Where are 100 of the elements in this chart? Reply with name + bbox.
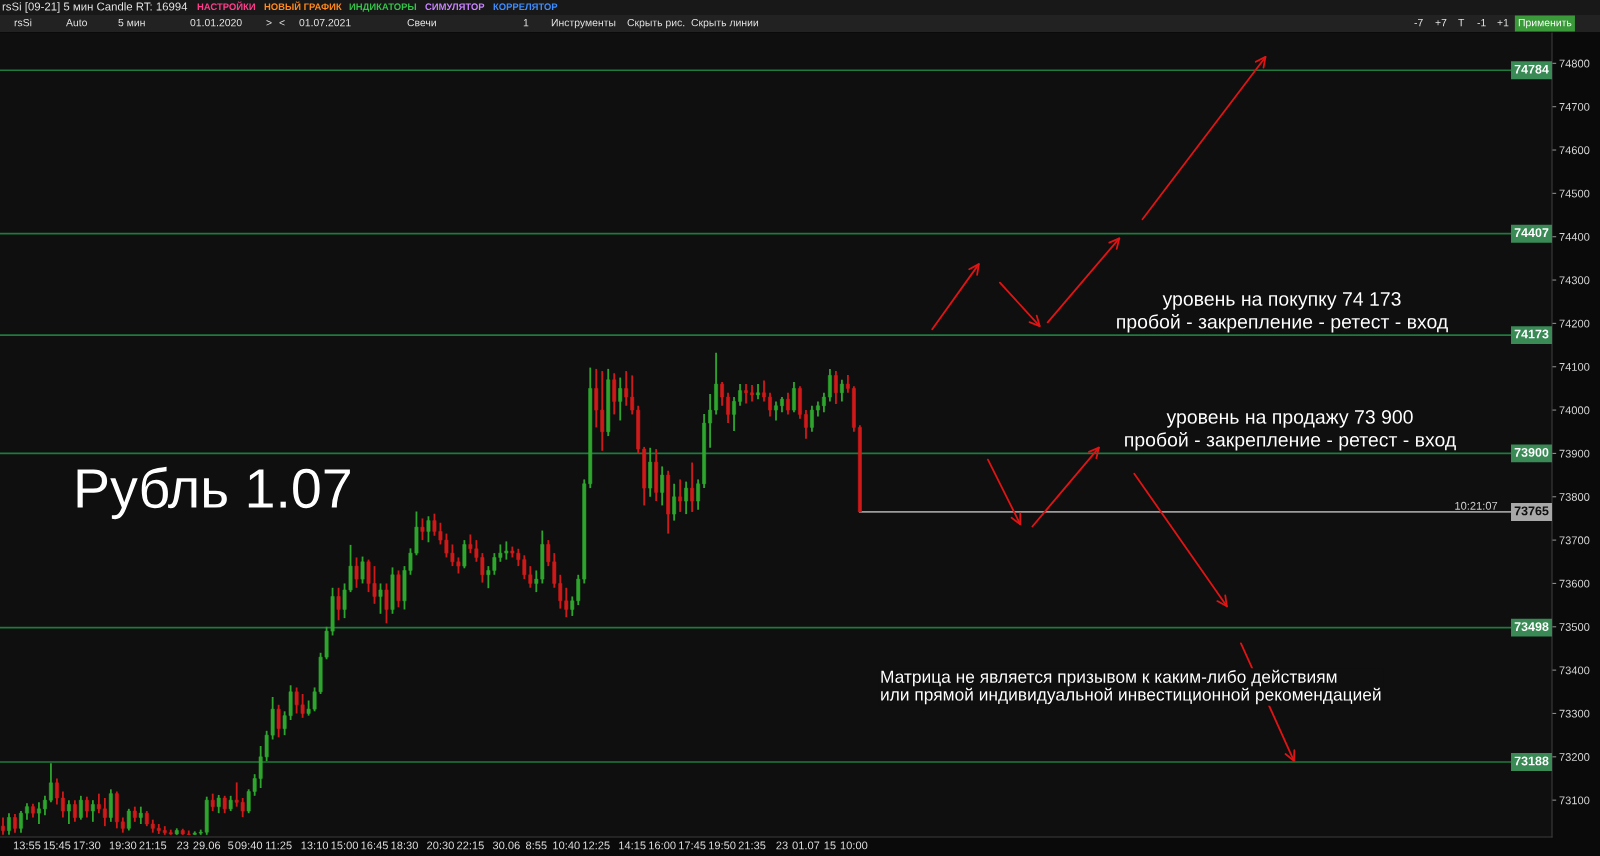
candlestick	[102, 797, 107, 828]
candlestick	[630, 374, 635, 416]
candlestick	[7, 812, 11, 836]
y-tick-label: 74300	[1559, 276, 1590, 285]
x-tick-label: 15	[824, 841, 836, 850]
candlestick	[768, 391, 772, 418]
candlestick	[786, 391, 790, 416]
y-tick-label: 74500	[1559, 189, 1590, 198]
text: СИМУЛЯТОР	[425, 3, 485, 11]
candlestick	[792, 381, 796, 414]
candlestick	[66, 799, 71, 825]
candlestick	[822, 391, 826, 414]
candlestick	[108, 788, 113, 823]
ref-line-label: 73498	[1514, 622, 1549, 632]
candlestick	[37, 801, 41, 825]
candlestick	[378, 582, 383, 615]
y-tick-label: 73300	[1559, 709, 1590, 718]
x-tick-label: 23	[177, 841, 189, 850]
annotation: Матрица не является призывом к каким-либо действиям или прямой индивидуальной инвестиционной рекомендацией	[881, 669, 1381, 705]
text: 01.01.2020	[190, 18, 242, 27]
x-tick-label: 19:30	[109, 841, 137, 850]
candlestick	[216, 794, 221, 815]
ref-line-label: 74407	[1514, 228, 1549, 238]
y-tick-label: 74600	[1559, 146, 1590, 155]
x-tick-label: 12:25	[583, 841, 610, 850]
x-tick-label: 10:40	[553, 841, 580, 850]
candlestick	[684, 480, 689, 516]
x-tick-label: 21:35	[738, 841, 766, 850]
x-tick-label: 5	[228, 841, 234, 850]
candlestick	[726, 391, 730, 424]
x-tick-label: 13:10	[301, 841, 329, 850]
candlestick	[839, 378, 844, 403]
text: <	[279, 20, 285, 26]
candlestick	[276, 703, 281, 739]
candlestick	[618, 376, 623, 422]
candlestick	[384, 582, 389, 625]
text: -1	[1477, 19, 1486, 27]
x-tick-label: 8:55	[525, 841, 547, 850]
ref-line-label: 74173	[1514, 329, 1549, 339]
candlestick	[13, 813, 17, 834]
text: -7	[1414, 19, 1423, 27]
candlestick	[696, 478, 701, 511]
y-tick-label: 73500	[1559, 623, 1590, 631]
candlestick	[762, 379, 766, 403]
x-tick-label: 29.06	[193, 841, 221, 850]
x-tick-label: 14:15	[619, 841, 646, 850]
y-tick-label: 73400	[1559, 666, 1590, 675]
candlestick	[804, 409, 808, 440]
text: rsSi	[14, 18, 32, 27]
text: +1	[1497, 19, 1509, 27]
candlestick	[43, 794, 47, 817]
ref-line-label: 73765	[1514, 506, 1549, 516]
candlestick	[96, 792, 101, 815]
candlestick	[60, 790, 65, 819]
ref-line-label: 73900	[1514, 447, 1549, 457]
y-tick-label: 74100	[1559, 363, 1590, 371]
x-tick-label: 19:50	[709, 841, 736, 850]
candlestick	[354, 556, 359, 589]
candlestick	[720, 381, 724, 407]
x-tick-label: 30.06	[492, 841, 520, 850]
y-tick-label: 73700	[1559, 536, 1590, 545]
candlestick	[84, 795, 89, 819]
y-tick-label: 74400	[1559, 232, 1590, 241]
y-tick-label: 74800	[1559, 59, 1590, 68]
annotation: уровень на продажу 73 900 пробой - закрепление - ретест - вход	[1125, 410, 1456, 451]
text: Auto	[66, 19, 87, 27]
x-tick-label: 17:45	[679, 841, 706, 850]
candlestick	[672, 482, 677, 522]
x-tick-label: 10:00	[840, 841, 868, 850]
text: 5 мин	[118, 19, 145, 27]
text: Рубль 1.07	[77, 466, 350, 520]
candlestick	[49, 762, 53, 804]
candlestick	[690, 461, 695, 513]
y-tick-label: 73800	[1559, 493, 1590, 501]
candlestick	[660, 465, 665, 507]
text: >	[266, 20, 272, 26]
x-tick-label: 15:45	[43, 841, 71, 850]
text: 1	[523, 19, 529, 27]
x-tick-label: 20:30	[427, 841, 454, 850]
candlestick	[336, 586, 341, 622]
y-tick-label: 74700	[1559, 102, 1590, 111]
x-tick-label: 16:45	[361, 841, 388, 850]
text: НАСТРОЙКИ	[197, 1, 255, 11]
text: Применить	[1518, 19, 1572, 29]
y-tick-label: 74200	[1559, 319, 1590, 328]
candlestick	[828, 367, 832, 403]
y-tick-label: 73200	[1559, 753, 1590, 761]
candlestick	[678, 478, 683, 513]
x-tick-label: 15:00	[331, 841, 359, 850]
annotation: 10:21:07	[1455, 501, 1498, 510]
candlestick	[774, 400, 778, 422]
candlestick	[72, 799, 77, 823]
text: ИНДИКАТОРЫ	[349, 3, 417, 12]
x-tick-label: 13:55	[13, 841, 41, 850]
text: КОРРЕЛЯТОР	[493, 3, 558, 11]
y-tick-label: 74000	[1559, 406, 1590, 415]
candlestick	[708, 393, 713, 449]
candlestick	[90, 799, 95, 823]
candlestick	[624, 370, 629, 407]
text: T	[1458, 19, 1465, 27]
